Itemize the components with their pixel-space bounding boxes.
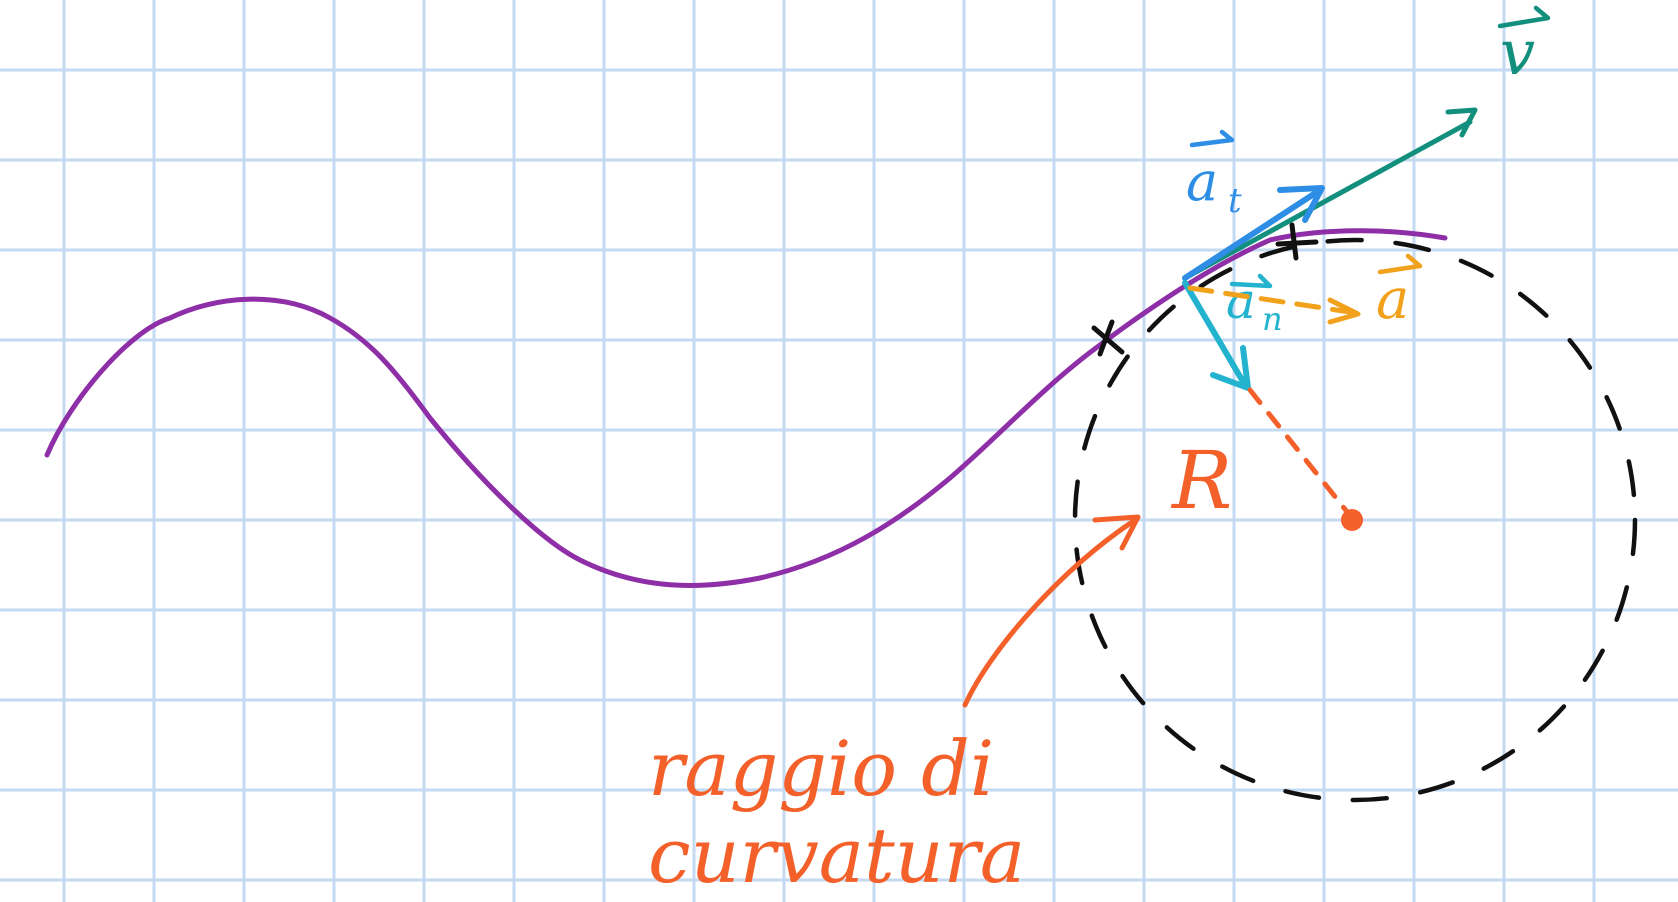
radius-segment [1247,387,1363,531]
caption-line-2: curvatura [648,811,1025,900]
tangential-acceleration-subscript: t [1228,181,1242,221]
caption-pointer-arrow [962,514,1141,708]
total-acceleration-symbol: a [1376,267,1409,332]
velocity-arrow-mark [1497,5,1551,29]
velocity-vector [1182,107,1478,281]
tangential-acceleration-vector [1182,185,1325,281]
normal-acceleration-subscript: n [1262,300,1283,338]
total-acceleration-arrow-mark [1377,253,1423,275]
normal-acceleration-vector [1182,280,1251,391]
caption-line-1: raggio di [648,724,994,813]
tick-mark-right [1275,222,1319,261]
radius-label: R [1170,434,1232,527]
total-acceleration-label: a [1376,253,1423,332]
normal-acceleration-label: a n [1226,272,1283,338]
velocity-label: v [1497,5,1551,89]
total-acceleration-vector [1187,285,1361,325]
circle-center-dot [1341,509,1363,531]
tangential-acceleration-label: a t [1186,129,1242,221]
velocity-symbol: v [1500,16,1535,89]
tick-mark-left [1091,319,1125,357]
normal-acceleration-symbol: a [1226,272,1256,330]
normal-acceleration-arrow-mark [1229,273,1273,289]
tangential-acceleration-arrow-mark [1189,129,1235,148]
osculating-circle [1072,237,1638,803]
tangential-acceleration-symbol: a [1186,150,1218,213]
